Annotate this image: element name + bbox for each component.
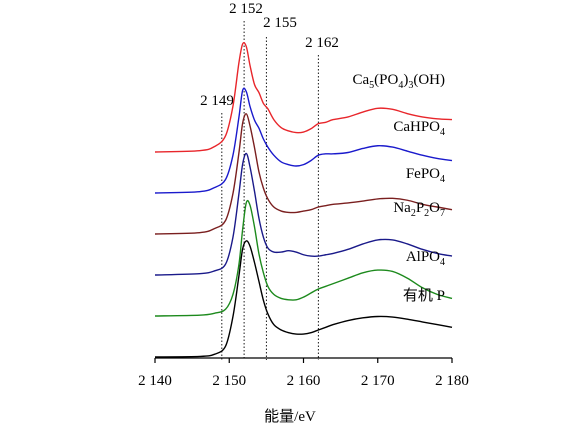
series-label-text: Ca	[353, 72, 370, 88]
series-line	[154, 87, 453, 194]
x-tick-label: 2 150	[212, 373, 246, 389]
series-line	[154, 240, 453, 358]
series-label: Na2P2O7	[393, 200, 445, 219]
series-lines	[154, 42, 453, 358]
reference-line-label: 2 152	[229, 1, 263, 17]
series-label-subscript: 7	[440, 208, 445, 219]
series-label-subscript: 2	[411, 208, 416, 219]
series-label: FePO4	[406, 166, 445, 185]
reference-line-label: 2 155	[263, 15, 297, 31]
series-label-text: )	[403, 72, 408, 88]
series-line	[154, 199, 453, 317]
x-tick-label: 2 160	[287, 373, 321, 389]
x-axis: 2 140 2 150 2 160 2 170 2 180	[138, 357, 469, 389]
series-label-text: Na	[393, 200, 411, 216]
x-tick-label: 2 140	[138, 373, 172, 389]
series-line	[154, 42, 453, 153]
series-label-text: CaHPO	[393, 119, 440, 135]
series-label-text: P	[416, 200, 424, 216]
series-label: 有机 P	[403, 287, 445, 304]
x-tick-label: 2 180	[435, 373, 469, 389]
series-label-subscript: 2	[424, 208, 429, 219]
series-label-subscript: 4	[440, 257, 445, 268]
series-label-text: O	[429, 200, 440, 216]
series-label-text: 有机 P	[403, 287, 445, 304]
x-axis-title: 能量/eV	[264, 408, 316, 425]
series-label-subscript: 4	[440, 174, 445, 185]
series-label-text: AlPO	[406, 249, 440, 265]
series-label-subscript: 4	[440, 127, 445, 138]
x-tick-label: 2 170	[361, 373, 395, 389]
series-label-text: (OH)	[413, 72, 445, 88]
series-label: CaHPO4	[393, 119, 445, 138]
reference-line-label: 2 162	[305, 35, 339, 51]
series-label: AlPO4	[406, 249, 445, 268]
series-line	[154, 113, 453, 235]
reference-line-label: 2 149	[200, 93, 234, 109]
series-label-text: FePO	[406, 166, 440, 182]
series-line	[154, 152, 453, 276]
series-label-subscript: 4	[398, 80, 403, 91]
series-label-text: (PO	[374, 72, 398, 88]
series-label: Ca5(PO4)3(OH)	[353, 72, 446, 91]
series-label-subscript: 5	[369, 80, 374, 91]
series-label-subscript: 3	[408, 80, 413, 91]
